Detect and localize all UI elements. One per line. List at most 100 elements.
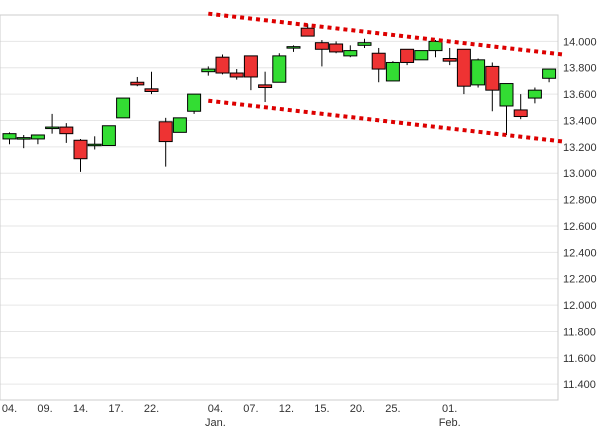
candle-up: [343, 45, 358, 58]
y-axis-ticks: 14.000 13.800 13.600 13.400 13.200 13.000 12.8…: [563, 36, 597, 391]
candle-down: [59, 123, 74, 143]
candle-body: [30, 134, 45, 140]
candle-down: [73, 138, 88, 172]
y-tick-label: 11.400: [563, 379, 596, 391]
candle-body: [229, 72, 244, 78]
x-tick-label: 04.: [208, 403, 223, 415]
candle-body: [187, 93, 202, 112]
candle-up: [116, 97, 131, 119]
candle-up: [542, 68, 557, 83]
candle-down: [513, 94, 528, 120]
candle-body: [343, 50, 358, 57]
candle-up: [30, 134, 45, 145]
candle-body: [144, 88, 159, 92]
candle-body: [442, 58, 457, 62]
candle-down: [314, 40, 329, 67]
x-tick-label: 25.: [385, 403, 400, 415]
candle-up: [357, 38, 372, 48]
candle-up: [187, 93, 202, 114]
candle-body: [87, 143, 102, 147]
candle-body: [542, 68, 557, 79]
candle-down: [130, 76, 145, 87]
candle-up: [101, 125, 116, 147]
candle-up: [45, 113, 60, 134]
y-tick-label: 13.400: [563, 115, 597, 127]
candle-up: [2, 132, 17, 145]
x-tick-label: 17.: [108, 403, 123, 415]
candle-body: [314, 42, 329, 50]
trend-channel: [208, 11, 564, 144]
candle-body: [357, 42, 372, 46]
candle-down: [442, 47, 457, 66]
x-tick-label: 22.: [144, 403, 159, 415]
candle-body: [329, 43, 344, 53]
candle-body: [201, 68, 216, 73]
x-tick-label: 04.: [2, 403, 17, 415]
channel-line: [208, 98, 564, 144]
candle-up: [201, 66, 216, 76]
candle-up: [272, 53, 287, 83]
plot-frame: [0, 14, 559, 401]
y-tick-label: 14.000: [563, 36, 597, 48]
candle-body: [172, 117, 187, 133]
candle-body: [130, 81, 145, 86]
y-tick-label: 11.600: [563, 353, 596, 365]
y-tick-label: 13.600: [563, 89, 597, 101]
candles: [2, 24, 557, 172]
x-tick-sublabel: Jan.: [205, 417, 226, 429]
candle-body: [73, 139, 88, 160]
channel-line: [208, 11, 564, 57]
candle-body: [116, 97, 131, 119]
candle-up: [286, 45, 301, 52]
x-tick-label: 14.: [73, 403, 88, 415]
candle-down: [158, 117, 173, 167]
candle-down: [485, 62, 500, 112]
candle-down: [400, 48, 415, 66]
candle-down: [215, 54, 230, 75]
x-tick-label: 15.: [314, 403, 329, 415]
candle-body: [527, 89, 542, 99]
candle-up: [499, 83, 514, 135]
candle-up: [172, 117, 187, 133]
x-tick-label: 12.: [279, 403, 294, 415]
candle-body: [456, 48, 471, 87]
x-tick-label: 20.: [350, 403, 365, 415]
candle-down: [300, 24, 315, 37]
candle-up: [385, 61, 400, 82]
x-tick-sublabel: Feb.: [439, 417, 461, 429]
y-tick-label: 13.000: [563, 168, 597, 180]
candle-body: [272, 55, 287, 83]
grid: [0, 40, 558, 385]
candle-body: [513, 109, 528, 118]
candle-up: [428, 40, 443, 58]
candle-body: [158, 121, 173, 143]
y-tick-label: 11.800: [563, 326, 596, 338]
y-tick-label: 12.400: [563, 247, 597, 259]
candle-body: [414, 50, 429, 61]
candle-up: [87, 136, 102, 150]
x-tick-label: 01.: [442, 403, 457, 415]
candle-body: [499, 83, 514, 107]
y-tick-label: 12.000: [563, 300, 597, 312]
candle-up: [471, 58, 486, 88]
candle-up: [414, 50, 429, 61]
x-axis-ticks: 04. 09. 14. 17. 22. 04. Jan. 07. 12. 15. 20. 25. 01.…: [2, 403, 461, 429]
candle-body: [45, 126, 60, 130]
candle-down: [144, 71, 159, 95]
y-tick-label: 12.800: [563, 195, 597, 207]
y-tick-label: 12.600: [563, 221, 597, 233]
candle-up: [527, 87, 542, 104]
candle-down: [456, 48, 471, 95]
candle-body: [485, 65, 500, 91]
y-tick-label: 12.200: [563, 274, 597, 286]
candle-body: [59, 126, 74, 135]
candle-body: [471, 59, 486, 86]
candle-down: [371, 47, 386, 83]
candle-body: [385, 61, 400, 82]
candle-body: [2, 133, 17, 140]
candle-body: [16, 137, 31, 140]
candle-body: [258, 84, 273, 89]
candle-body: [400, 48, 415, 63]
y-tick-label: 13.200: [563, 142, 597, 154]
